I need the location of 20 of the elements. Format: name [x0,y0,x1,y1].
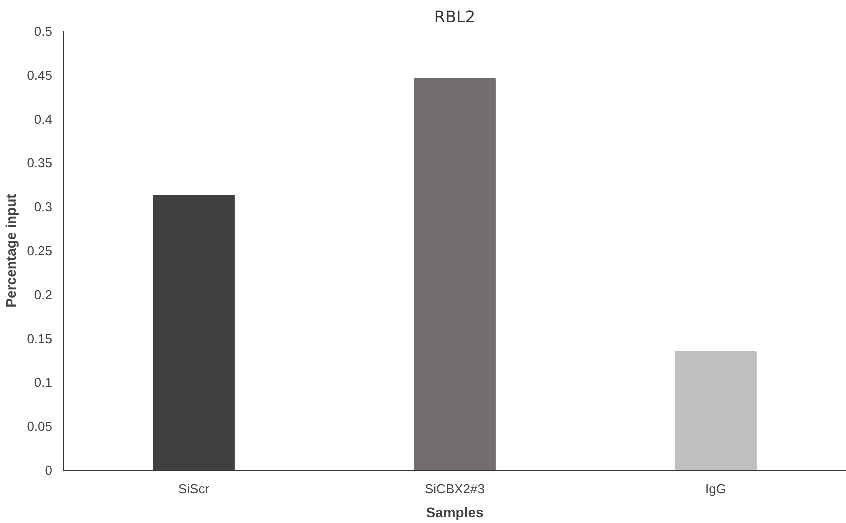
y-tick-label: 0.1 [34,375,53,390]
y-tick-label: 0.15 [27,331,53,346]
chart-title: RBL2 [434,8,476,26]
y-axis-title: Percentage input [3,194,20,308]
bar [675,351,757,470]
y-tick-label: 0.35 [27,156,53,171]
x-axis-title: Samples [426,504,484,520]
x-tick-label: SiCBX2#3 [425,482,485,496]
y-tick-label: 0.2 [34,287,53,302]
y-tick-label: 0.3 [34,200,53,215]
y-tick-label: 0.4 [34,112,53,127]
x-tick-label: SiScr [178,482,210,496]
bar [414,78,496,470]
x-tick-label: IgG [706,482,726,496]
y-tick-label: 0.05 [27,419,53,434]
y-tick-label: 0.25 [27,244,53,258]
y-tick-label: 0.5 [34,24,53,39]
bar [153,195,235,470]
y-tick-label: 0 [45,463,53,478]
y-tick-label: 0.45 [27,68,53,83]
